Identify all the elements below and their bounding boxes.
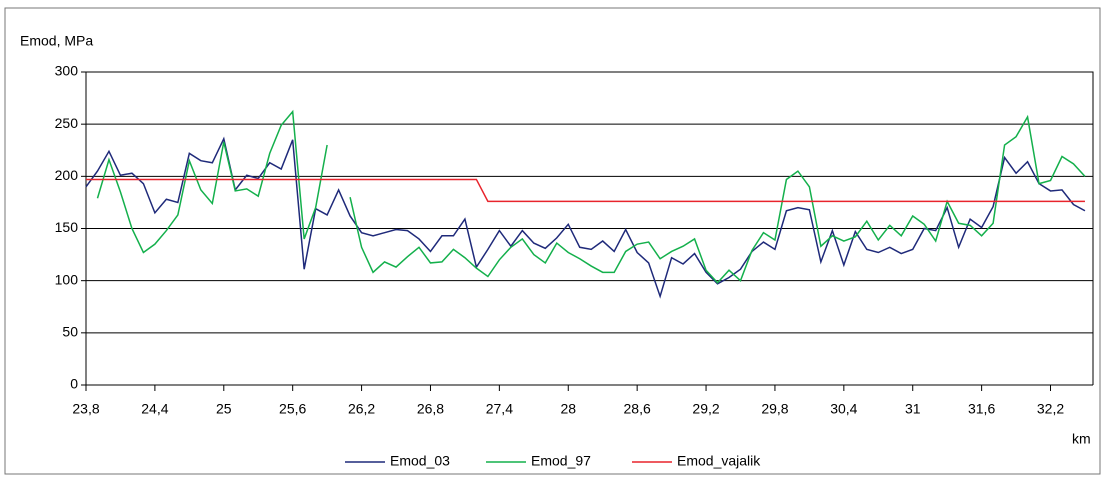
chart-frame (4, 7, 1101, 475)
y-tick-label: 300 (55, 63, 79, 79)
x-tick-label: 24,4 (141, 401, 168, 417)
x-tick-label: 29,8 (761, 401, 788, 417)
y-tick-label: 100 (55, 271, 79, 287)
x-tick-label: 32,2 (1037, 401, 1064, 417)
x-axis-label: km (1072, 431, 1091, 447)
x-tick-label: 30,4 (830, 401, 857, 417)
y-axis-label: Emod, MPa (20, 33, 93, 49)
y-tick-label: 250 (55, 115, 79, 131)
x-tick-label: 28,6 (624, 401, 651, 417)
y-tick-label: 150 (55, 219, 79, 235)
legend-label: Emod_97 (531, 453, 591, 469)
series-line (86, 178, 1085, 203)
y-tick-label: 200 (55, 167, 79, 183)
y-tick-label: 50 (62, 324, 78, 340)
series-line (85, 136, 1086, 299)
plot-border (85, 71, 1094, 385)
x-tick-label: 28 (560, 401, 576, 417)
x-tick-label: 31,6 (968, 401, 995, 417)
x-tick-label: 23,8 (72, 401, 99, 417)
x-tick-label: 29,2 (692, 401, 719, 417)
x-tick-label: 31 (905, 401, 921, 417)
series-line (349, 114, 1086, 284)
x-tick-label: 26,2 (348, 401, 375, 417)
x-tick-label: 25 (216, 401, 232, 417)
series-line (96, 109, 328, 254)
x-tick-label: 27,4 (486, 401, 513, 417)
legend-label: Emod_03 (390, 453, 450, 469)
y-tick-label: 0 (70, 376, 78, 392)
x-tick-label: 26,8 (417, 401, 444, 417)
x-tick-label: 25,6 (279, 401, 306, 417)
legend-label: Emod_vajalik (677, 453, 761, 469)
